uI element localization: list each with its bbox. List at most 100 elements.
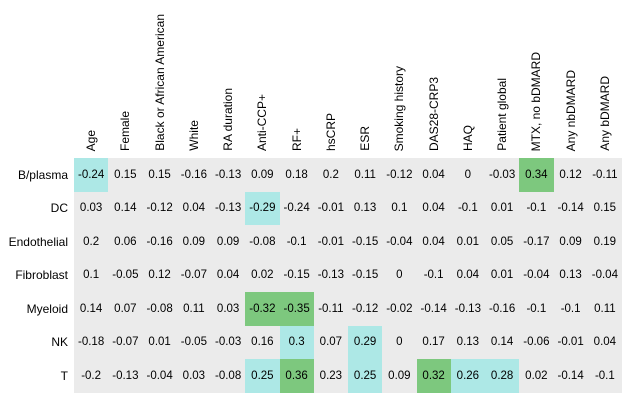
heatmap-cell: 0.16 (245, 325, 280, 359)
heatmap-cell: 0.2 (313, 158, 348, 192)
heatmap-cell: 0.29 (348, 325, 383, 359)
heatmap-cell: 0.09 (553, 225, 588, 259)
heatmap-cell: 0.25 (245, 359, 280, 393)
column-header-cell: White (177, 120, 211, 151)
row-label: Endothelial (0, 225, 74, 259)
heatmap-cell: -0.14 (553, 359, 588, 393)
heatmap-cell: -0.18 (74, 325, 109, 359)
heatmap-cell: 0.14 (74, 292, 109, 326)
heatmap-cell: 0.13 (553, 258, 588, 292)
row-label: B/plasma (0, 158, 74, 192)
heatmap-cell: -0.06 (519, 325, 554, 359)
heatmap-cell: 0.15 (142, 158, 177, 192)
row-label: Fibroblast (0, 258, 74, 292)
heatmap-cell: 0.01 (485, 191, 520, 225)
heatmap-cell: 0.14 (108, 191, 143, 225)
column-header-cell: hsCRP (314, 113, 348, 151)
heatmap-cell: 0.03 (211, 292, 246, 326)
column-header-label: Female (118, 110, 133, 151)
heatmap-cell: -0.16 (142, 225, 177, 259)
heatmap-cell: 0.23 (313, 359, 348, 393)
heatmap-row: Myeloid 0.14 0.07 -0.08 0.11 0.03 -0.32 -0.35 -0… (0, 292, 622, 326)
heatmap-row: Fibroblast 0.1 -0.05 0.12 -0.07 0.04 0.02 -0.15… (0, 258, 622, 292)
heatmap-cell: -0.29 (245, 191, 280, 225)
heatmap-cell: 0.09 (382, 359, 417, 393)
heatmap-row: B/plasma -0.24 0.15 0.15 -0.16 -0.13 0.09 0.18 0… (0, 158, 622, 192)
heatmap-cell: -0.1 (450, 191, 485, 225)
heatmap-cell: 0.19 (587, 225, 622, 259)
heatmap-cell: -0.15 (279, 258, 314, 292)
heatmap-cell: -0.24 (74, 158, 109, 192)
heatmap-grid: B/plasma -0.24 0.15 0.15 -0.16 -0.13 0.09 0.18 0… (0, 158, 622, 393)
heatmap-row: T -0.2 -0.13 -0.04 0.03 -0.08 0.25 0.36 0.23 0.25… (0, 359, 622, 393)
heatmap-cell: -0.01 (313, 191, 348, 225)
heatmap-cell: -0.24 (279, 191, 314, 225)
heatmap-cell: -0.17 (519, 225, 554, 259)
heatmap-cell: -0.08 (142, 292, 177, 326)
column-header-cell: Anti-CCP+ (245, 94, 279, 151)
column-header-label: Patient global (495, 78, 510, 151)
heatmap-cell: 0 (382, 325, 417, 359)
heatmap-cell: -0.01 (313, 225, 348, 259)
column-header-label: MTX, no bDMARD (529, 51, 544, 151)
heatmap-cell: -0.02 (382, 292, 417, 326)
column-header-cell: Female (108, 111, 142, 151)
heatmap-cell: 0.26 (450, 359, 485, 393)
heatmap-cell: 0.04 (211, 258, 246, 292)
column-header-cell: ESR (348, 126, 382, 151)
heatmap-cell: -0.1 (519, 191, 554, 225)
column-header-cell: MTX, no bDMARD (519, 52, 553, 151)
heatmap-cell: -0.13 (108, 359, 143, 393)
heatmap-cell: -0.13 (313, 258, 348, 292)
heatmap-cell: -0.13 (211, 158, 246, 192)
heatmap-cell: 0.01 (485, 258, 520, 292)
heatmap-cell: 0.25 (348, 359, 383, 393)
heatmap-cell: 0.14 (485, 325, 520, 359)
heatmap-cell: 0.1 (74, 258, 109, 292)
heatmap-cell: -0.04 (519, 258, 554, 292)
heatmap-cell: -0.04 (382, 225, 417, 259)
heatmap-cell: -0.1 (553, 292, 588, 326)
column-header-label: DAS28-CRP3 (426, 76, 441, 151)
heatmap-cell: 0.05 (485, 225, 520, 259)
heatmap-cell: -0.14 (416, 292, 451, 326)
column-header-cell: RA duration (211, 88, 245, 151)
column-header-row: Age Female Black or African American White R… (74, 2, 622, 151)
heatmap-cell: 0.02 (519, 359, 554, 393)
heatmap-cell: -0.12 (382, 158, 417, 192)
column-header-label: Any bDMARD (597, 76, 612, 151)
heatmap-cell: -0.04 (587, 258, 622, 292)
heatmap-cell: 0.36 (279, 359, 314, 393)
heatmap-cell: -0.16 (176, 158, 211, 192)
heatmap-cell: 0.01 (450, 225, 485, 259)
heatmap-cell: 0.18 (279, 158, 314, 192)
heatmap-cell: 0.09 (211, 225, 246, 259)
heatmap-cell: 0.04 (450, 258, 485, 292)
heatmap-cell: -0.13 (211, 191, 246, 225)
heatmap-cell: -0.1 (587, 359, 622, 393)
heatmap-cell: -0.05 (108, 258, 143, 292)
heatmap-cell: -0.03 (485, 158, 520, 192)
heatmap-cell: 0.04 (176, 191, 211, 225)
heatmap-cell: -0.13 (450, 292, 485, 326)
heatmap-cell: 0.34 (519, 158, 554, 192)
heatmap-cell: -0.15 (348, 258, 383, 292)
heatmap-cell: 0.07 (108, 292, 143, 326)
heatmap-cell: 0.03 (176, 359, 211, 393)
column-header-label: ESR (358, 126, 373, 151)
heatmap-cell: 0.04 (416, 191, 451, 225)
heatmap-cell: 0.17 (416, 325, 451, 359)
heatmap-cell: -0.15 (348, 225, 383, 259)
heatmap-cell: -0.08 (211, 359, 246, 393)
row-label: T (0, 359, 74, 393)
heatmap-cell: -0.16 (485, 292, 520, 326)
heatmap-cell: 0.06 (108, 225, 143, 259)
heatmap-cell: -0.1 (519, 292, 554, 326)
heatmap-cell: 0.2 (74, 225, 109, 259)
column-header-cell: RF+ (280, 128, 314, 151)
heatmap-cell: 0.04 (587, 325, 622, 359)
heatmap-cell: -0.1 (416, 258, 451, 292)
heatmap-cell: -0.14 (553, 191, 588, 225)
heatmap-cell: -0.32 (245, 292, 280, 326)
heatmap-cell: 0.09 (245, 158, 280, 192)
